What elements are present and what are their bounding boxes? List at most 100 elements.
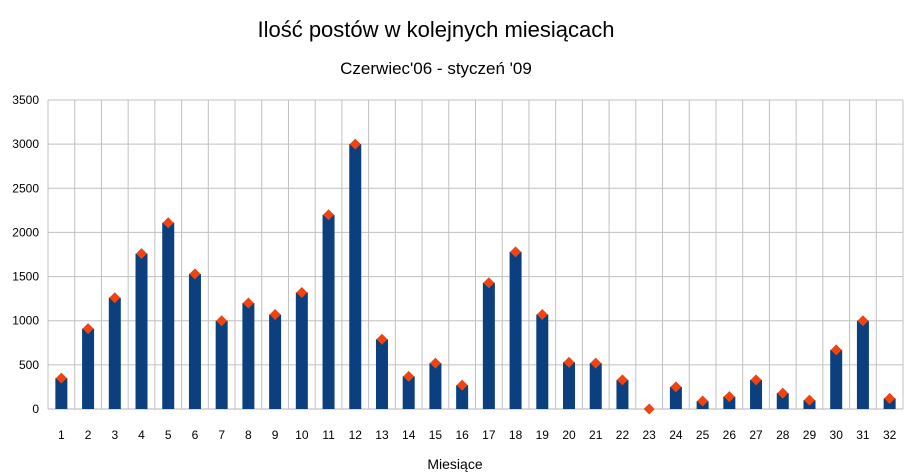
bar: [188, 273, 201, 409]
data-point-marker: [82, 323, 94, 335]
bar: [563, 362, 576, 409]
bar: [830, 349, 843, 409]
data-point-marker: [643, 403, 655, 415]
x-tick-label: 5: [165, 428, 172, 442]
data-point-marker: [536, 309, 548, 321]
bar: [776, 393, 789, 409]
y-axis-ticks: 0 500 1000 1500 2000 2500 3000 3500: [12, 93, 39, 416]
data-point-marker: [563, 356, 575, 368]
data-point-marker: [136, 248, 148, 260]
data-point-marker: [803, 394, 815, 406]
bar: [162, 222, 175, 409]
x-tick-label: 31: [856, 428, 870, 442]
data-point-marker: [296, 286, 308, 298]
data-point-marker: [55, 372, 67, 384]
x-tick-label: 16: [455, 428, 469, 442]
x-tick-label: 27: [749, 428, 763, 442]
bar: [295, 292, 308, 409]
data-point-marker: [376, 333, 388, 345]
data-point-marker: [109, 292, 121, 304]
data-point-marker: [723, 391, 735, 403]
chart-subtitle: Czerwiec'06 - styczeń '09: [340, 59, 532, 78]
data-point-marker: [216, 315, 228, 327]
y-tick-label: 2500: [12, 181, 39, 195]
bar: [108, 297, 121, 409]
x-tick-label: 28: [776, 428, 790, 442]
data-point-marker: [670, 381, 682, 393]
x-tick-label: 3: [111, 428, 118, 442]
data-point-marker: [162, 217, 174, 229]
data-point-marker: [750, 374, 762, 386]
bar: [429, 363, 442, 409]
bar: [269, 314, 282, 409]
bar: [536, 314, 549, 409]
chart-title: Ilość postów w kolejnych miesiącach: [257, 17, 614, 42]
x-tick-label: 18: [509, 428, 523, 442]
x-tick-label: 20: [562, 428, 576, 442]
bar: [589, 363, 602, 409]
bar: [402, 376, 415, 409]
bars: [55, 144, 896, 409]
x-tick-label: 25: [696, 428, 710, 442]
bar: [215, 320, 228, 409]
bar: [322, 214, 335, 409]
data-point-marker: [483, 277, 495, 289]
x-tick-label: 30: [830, 428, 844, 442]
x-tick-label: 13: [375, 428, 389, 442]
data-point-marker: [429, 357, 441, 369]
y-tick-label: 2000: [12, 225, 39, 239]
data-point-marker: [403, 370, 415, 382]
x-tick-label: 26: [723, 428, 737, 442]
y-tick-label: 3000: [12, 137, 39, 151]
data-point-marker: [189, 268, 201, 280]
bar: [616, 379, 629, 409]
bar: [456, 385, 469, 409]
bar: [750, 379, 763, 409]
bar: [723, 396, 736, 409]
data-point-marker: [456, 379, 468, 391]
x-tick-label: 21: [589, 428, 603, 442]
x-tick-label: 10: [295, 428, 309, 442]
x-tick-label: 1: [58, 428, 65, 442]
y-tick-label: 1000: [12, 314, 39, 328]
x-tick-label: 32: [883, 428, 897, 442]
data-point-marker: [590, 357, 602, 369]
data-point-marker: [510, 246, 522, 258]
x-tick-label: 15: [429, 428, 443, 442]
x-tick-label: 24: [669, 428, 683, 442]
x-tick-label: 14: [402, 428, 416, 442]
data-point-marker: [242, 297, 254, 309]
x-tick-label: 6: [192, 428, 199, 442]
x-tick-label: 9: [272, 428, 279, 442]
data-point-marker: [830, 344, 842, 356]
bar: [509, 251, 522, 409]
x-tick-label: 4: [138, 428, 145, 442]
x-axis-ticks: 1 2 3 4 5 6 7 8 9 10 11 12 13 14 15 16 17 18 19 20 21 22 23 24 2…: [58, 428, 897, 442]
data-point-marker: [616, 374, 628, 386]
bar: [55, 378, 68, 409]
data-point-marker: [349, 138, 361, 150]
x-tick-label: 22: [616, 428, 630, 442]
x-tick-label: 2: [85, 428, 92, 442]
data-point-marker: [323, 209, 335, 221]
y-tick-label: 500: [19, 358, 39, 372]
bar: [669, 386, 682, 409]
x-axis-label: Miesiące: [427, 456, 482, 472]
bar: [856, 320, 869, 409]
data-point-marker: [777, 387, 789, 399]
y-tick-label: 0: [32, 402, 39, 416]
x-tick-label: 12: [349, 428, 363, 442]
grid-layer: [47, 99, 904, 410]
x-tick-label: 29: [803, 428, 817, 442]
x-tick-label: 19: [536, 428, 550, 442]
bar: [349, 144, 362, 409]
data-point-marker: [697, 395, 709, 407]
data-point-marker: [857, 315, 869, 327]
data-point-marker: [884, 392, 896, 404]
x-tick-label: 23: [642, 428, 656, 442]
y-tick-label: 3500: [12, 93, 39, 107]
x-tick-label: 7: [218, 428, 225, 442]
bar: [482, 282, 495, 409]
x-tick-label: 8: [245, 428, 252, 442]
